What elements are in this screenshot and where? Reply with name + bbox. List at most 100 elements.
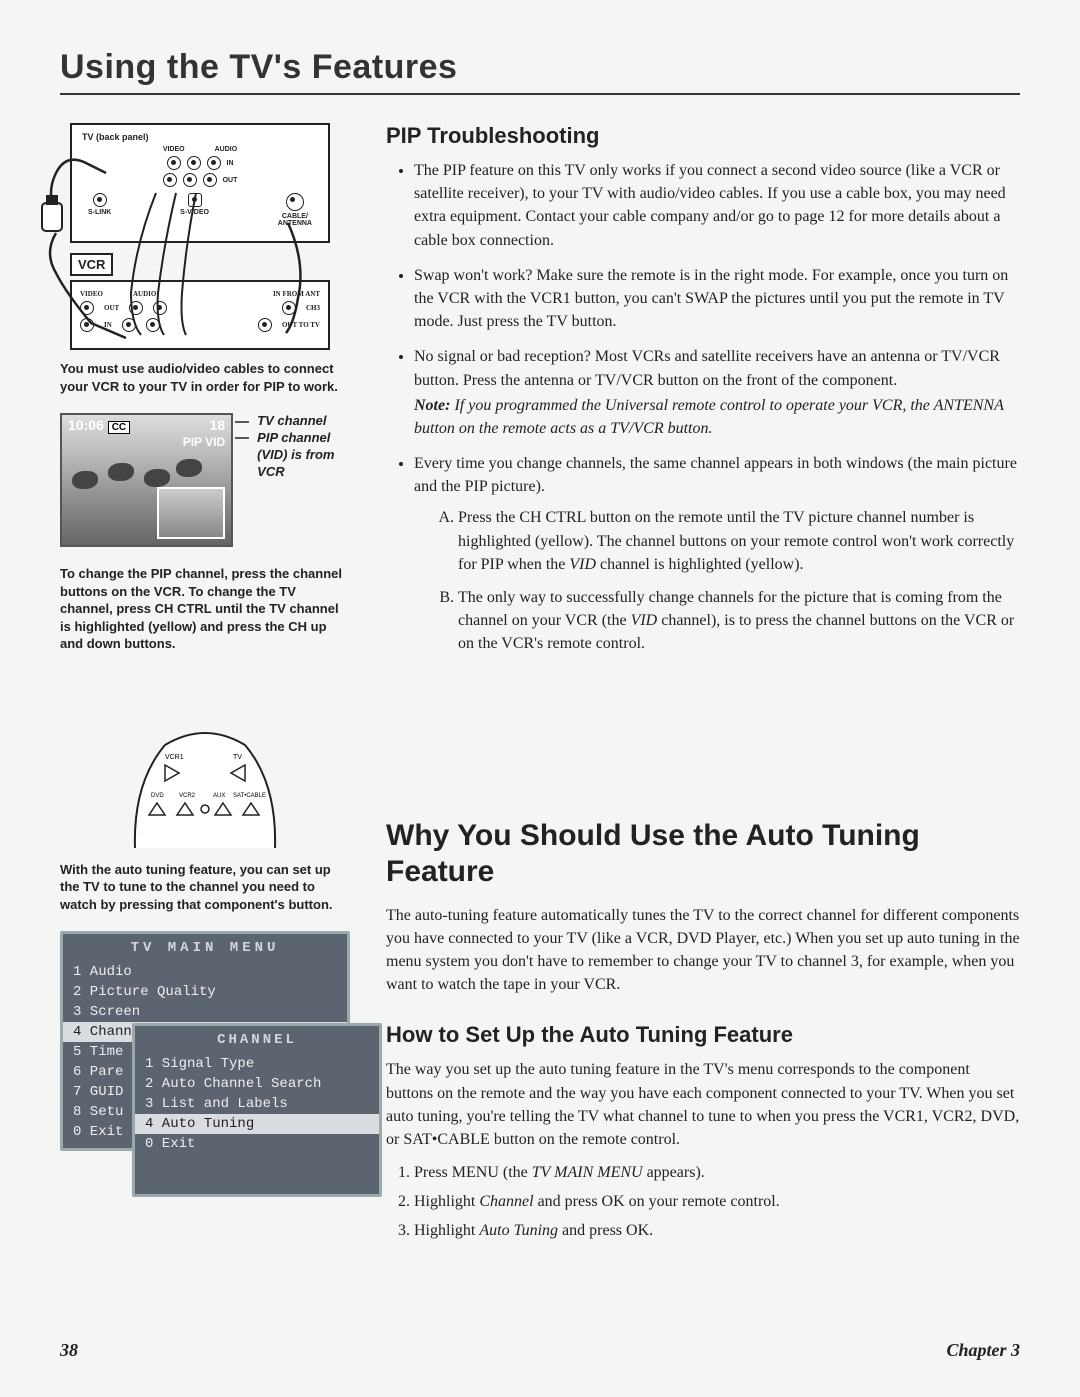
howto-steps: Press MENU (the TV MAIN MENU appears). H… <box>386 1161 1020 1243</box>
pip-channel-num: 18 <box>210 417 226 433</box>
port-icon <box>187 156 201 170</box>
ui-tv-main-menu: TV MAIN MENU <box>532 1164 643 1181</box>
chapter-label: Chapter 3 <box>946 1340 1020 1361</box>
two-column-layout: TV (back panel) VIDEO AUDIO IN OUT <box>60 123 1020 1247</box>
menu-sub-item: 1 Signal Type <box>135 1054 379 1074</box>
pip-bullet: Every time you change channels, the same… <box>414 452 1020 656</box>
label-out: OUT <box>223 177 238 184</box>
menu-sub-item: 0 Exit <box>135 1134 379 1154</box>
pip-bullet: No signal or bad reception? Most VCRs an… <box>414 345 1020 440</box>
port-icon <box>282 301 296 315</box>
note-text: If you programmed the Universal remote c… <box>414 397 1004 437</box>
pip-screenshot-row: 10:06 CC 18 PIP VID TV channel P <box>60 413 350 547</box>
pip-sub-a: Press the CH CTRL button on the remote u… <box>458 506 1020 576</box>
port-icon <box>146 318 160 332</box>
howto-paragraph: The way you set up the auto tuning featu… <box>386 1058 1020 1151</box>
pip-sub-b: The only way to successfully change chan… <box>458 586 1020 656</box>
annot-tvchannel: TV channel <box>257 413 350 430</box>
menu-main-item: 1 Audio <box>63 962 347 982</box>
step-1: Press MENU (the TV MAIN MENU appears). <box>414 1161 1020 1186</box>
text: and press OK. <box>558 1222 653 1239</box>
caption-auto-tuning: With the auto tuning feature, you can se… <box>60 861 350 914</box>
pip-cc-badge: CC <box>108 421 130 434</box>
cable-port-icon <box>286 193 304 211</box>
tv-menu-screenshot: TV MAIN MENU 1 Audio2 Picture Quality3 S… <box>60 931 350 1151</box>
port-icon <box>207 156 221 170</box>
right-column: PIP Troubleshooting The PIP feature on t… <box>386 123 1020 1247</box>
remote-label-tv: TV <box>233 754 242 761</box>
vcr-label-video: VIDEO <box>80 290 103 298</box>
pip-sublist: Press the CH CTRL button on the remote u… <box>414 506 1020 655</box>
pip-bullet-text: No signal or bad reception? Most VCRs an… <box>414 348 1000 388</box>
menu-submenu: CHANNEL 1 Signal Type2 Auto Channel Sear… <box>132 1023 382 1197</box>
pip-time: 10:06 <box>68 417 104 433</box>
svideo-port-icon <box>188 193 202 207</box>
page-title: Using the TV's Features <box>60 48 1020 87</box>
menu-sub-title: CHANNEL <box>135 1026 379 1054</box>
text: Highlight <box>414 1222 479 1239</box>
pip-bullet: The PIP feature on this TV only works if… <box>414 159 1020 252</box>
port-icon <box>203 173 217 187</box>
label-in: IN <box>227 160 234 167</box>
port-icon <box>258 318 272 332</box>
note-paragraph: Note: If you programmed the Universal re… <box>414 394 1020 440</box>
vcr-label-outtotv: OUT TO TV <box>282 321 320 329</box>
menu-sub-item: 4 Auto Tuning <box>135 1114 379 1134</box>
label-audio: AUDIO <box>215 146 238 153</box>
port-icon <box>80 301 94 315</box>
step-2: Highlight Channel and press OK on your r… <box>414 1190 1020 1215</box>
heading-auto-tuning: Why You Should Use the Auto Tuning Featu… <box>386 818 1020 890</box>
menu-main-item: 3 Screen <box>63 1002 347 1022</box>
vcr-label-out: OUT <box>104 304 119 312</box>
port-icon <box>80 318 94 332</box>
annot-pipchannel: PIP channel (VID) is from VCR <box>257 430 350 481</box>
pip-bullet-text: Every time you change channels, the same… <box>414 455 1017 495</box>
title-rule <box>60 93 1020 95</box>
annotation-lines-icon <box>235 416 255 476</box>
remote-diagram: VCR1 TV DVD VCR2 AUX SAT•CABLE <box>60 723 350 853</box>
label-cable-antenna: CABLE/ ANTENNA <box>278 213 312 227</box>
vcr-label-ch3: CH3 <box>306 304 320 312</box>
text: Highlight <box>414 1193 479 1210</box>
connection-diagram: TV (back panel) VIDEO AUDIO IN OUT <box>70 123 330 350</box>
auto-tuning-paragraph: The auto-tuning feature automatically tu… <box>386 904 1020 997</box>
remote-label-aux: AUX <box>213 793 225 799</box>
vcr-label-infromant: IN FROM ANT <box>273 290 320 298</box>
text: appears). <box>643 1164 705 1181</box>
port-icon <box>129 301 143 315</box>
menu-sub-item: 3 List and Labels <box>135 1094 379 1114</box>
port-icon <box>163 173 177 187</box>
ui-auto-tuning: Auto Tuning <box>479 1222 558 1239</box>
remote-label-vcr1: VCR1 <box>165 754 184 761</box>
vid-italic: VID <box>569 556 596 573</box>
pip-screenshot: 10:06 CC 18 PIP VID <box>60 413 233 547</box>
menu-main-item: 2 Picture Quality <box>63 982 347 1002</box>
vcr-label-audio: AUDIO <box>133 290 156 298</box>
page-number: 38 <box>60 1340 78 1361</box>
menu-sub-item: 2 Auto Channel Search <box>135 1074 379 1094</box>
left-column: TV (back panel) VIDEO AUDIO IN OUT <box>60 123 350 1247</box>
label-video: VIDEO <box>163 146 185 153</box>
text: channel is highlighted (yellow). <box>596 556 804 573</box>
pip-inset-window <box>157 487 225 539</box>
section-gap <box>386 668 1020 818</box>
port-icon <box>167 156 181 170</box>
vid-italic: VID <box>631 612 658 629</box>
port-icon <box>122 318 136 332</box>
remote-label-dvd: DVD <box>151 793 164 799</box>
pip-vid-label: PIP VID <box>62 435 231 449</box>
heading-howto-auto: How to Set Up the Auto Tuning Feature <box>386 1022 1020 1048</box>
menu-main-title: TV MAIN MENU <box>63 934 347 962</box>
port-icon <box>183 173 197 187</box>
note-label: Note: <box>414 397 450 414</box>
label-slink: S-LINK <box>88 209 111 216</box>
heading-pip-troubleshooting: PIP Troubleshooting <box>386 123 1020 149</box>
vcr-label-in: IN <box>104 321 112 329</box>
vcr-box: VIDEO AUDIO IN FROM ANT OUT CH3 IN <box>70 280 330 350</box>
remote-label-satcable: SAT•CABLE <box>233 793 266 799</box>
caption-pip-change: To change the PIP channel, press the cha… <box>60 565 350 653</box>
pip-bullet: Swap won't work? Make sure the remote is… <box>414 264 1020 334</box>
tv-back-panel-box: TV (back panel) VIDEO AUDIO IN OUT <box>70 123 330 243</box>
slink-port-icon <box>93 193 107 207</box>
ui-channel: Channel <box>479 1193 533 1210</box>
